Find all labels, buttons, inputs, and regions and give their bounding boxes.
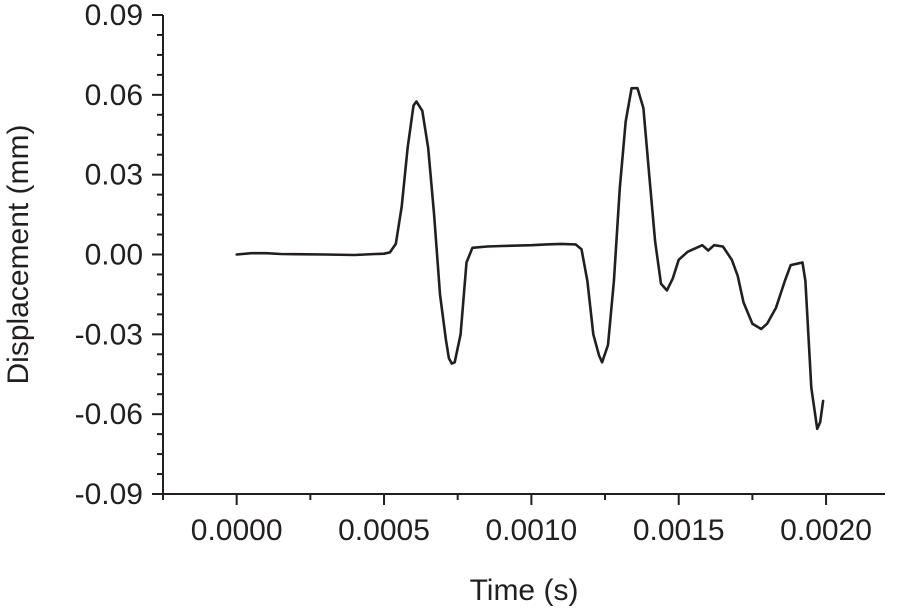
y-axis-ticks: -0.09 -0.06 -0.03 0.00 0.03 0.06 0.09: [75, 0, 163, 511]
x-tick-label: 0.0010: [485, 514, 577, 547]
x-tick-label: 0.0015: [633, 514, 725, 547]
series-line: [235, 86, 825, 431]
x-tick-label: 0.0005: [338, 514, 430, 547]
y-tick-label: -0.03: [75, 318, 143, 351]
y-tick-label: -0.09: [75, 478, 143, 511]
y-axis-title: Displacement (mm): [2, 124, 35, 384]
y-tick-label: 0.00: [85, 239, 143, 272]
x-tick-label: 0.0020: [780, 514, 872, 547]
y-tick-label: -0.06: [75, 398, 143, 431]
y-tick-label: 0.06: [85, 79, 143, 112]
x-tick-label: 0.0000: [191, 514, 283, 547]
x-axis-title: Time (s): [470, 574, 579, 607]
y-tick-label: 0.09: [85, 0, 143, 32]
y-tick-label: 0.03: [85, 159, 143, 192]
x-axis-ticks: 0.0000 0.0005 0.0010 0.0015 0.0020: [162, 494, 872, 547]
series-layer: [235, 86, 825, 431]
